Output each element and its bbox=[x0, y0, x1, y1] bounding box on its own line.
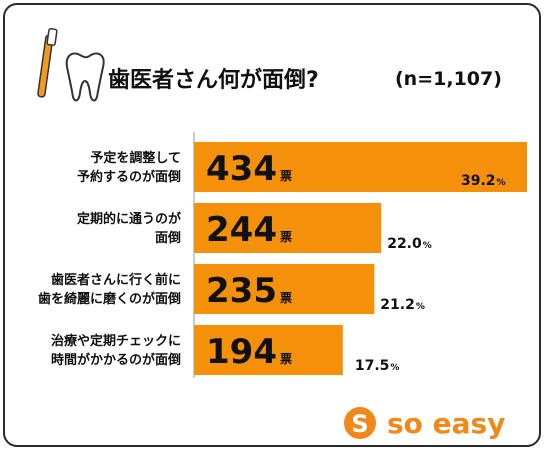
category-label-line-2: 歯を綺麗に磨くのが面倒 bbox=[38, 291, 181, 307]
bar-value-label: 235 bbox=[206, 271, 277, 311]
category-label-line-1: 歯医者さんに行く前に bbox=[51, 272, 181, 288]
bar bbox=[194, 264, 375, 314]
chart-card: 歯医者さん何が面倒? (n=1,107) 予定を調整して 予約するのが面倒 434 票… bbox=[3, 3, 541, 447]
bar-unit-label: 票 bbox=[280, 230, 292, 244]
bar-value-label: 194 bbox=[206, 332, 277, 372]
bar bbox=[194, 142, 527, 192]
sample-size-note: (n=1,107) bbox=[395, 68, 502, 90]
category-label-line-2: 面倒 bbox=[155, 230, 181, 246]
category-label-line-2: 時間がかかるのが面倒 bbox=[51, 352, 181, 368]
category-label-line-1: 予定を調整して bbox=[90, 150, 181, 166]
logo-badge bbox=[344, 407, 376, 439]
category-label-line-2: 予約するのが面倒 bbox=[77, 169, 181, 185]
percent-label: 21.2 bbox=[380, 297, 415, 313]
bar-unit-label: 票 bbox=[280, 169, 292, 183]
chart-title: 歯医者さん何が面倒? bbox=[108, 67, 319, 93]
percent-label: 22.0 bbox=[387, 236, 422, 252]
percent-sign: % bbox=[497, 178, 506, 188]
bar-value-label: 434 bbox=[206, 149, 277, 189]
bar-value-label: 244 bbox=[206, 210, 277, 250]
percent-sign: % bbox=[390, 363, 399, 373]
bar-unit-label: 票 bbox=[280, 291, 292, 305]
bar bbox=[194, 203, 382, 253]
category-label-line-1: 定期的に通うのが bbox=[76, 211, 181, 227]
percent-label: 17.5 bbox=[355, 358, 390, 374]
percent-sign: % bbox=[416, 302, 425, 312]
bar bbox=[194, 325, 343, 375]
logo-mark: S bbox=[351, 410, 368, 438]
so-easy-logo: S so easy bbox=[344, 407, 505, 440]
logo-text: so easy bbox=[387, 407, 505, 440]
bar-unit-label: 票 bbox=[280, 352, 292, 366]
percent-label: 39.2 bbox=[461, 173, 496, 189]
category-label-line-1: 治療や定期チェックに bbox=[51, 333, 181, 349]
tooth-icon bbox=[65, 52, 105, 102]
toothbrush-icon bbox=[37, 28, 58, 98]
percent-sign: % bbox=[423, 241, 432, 251]
